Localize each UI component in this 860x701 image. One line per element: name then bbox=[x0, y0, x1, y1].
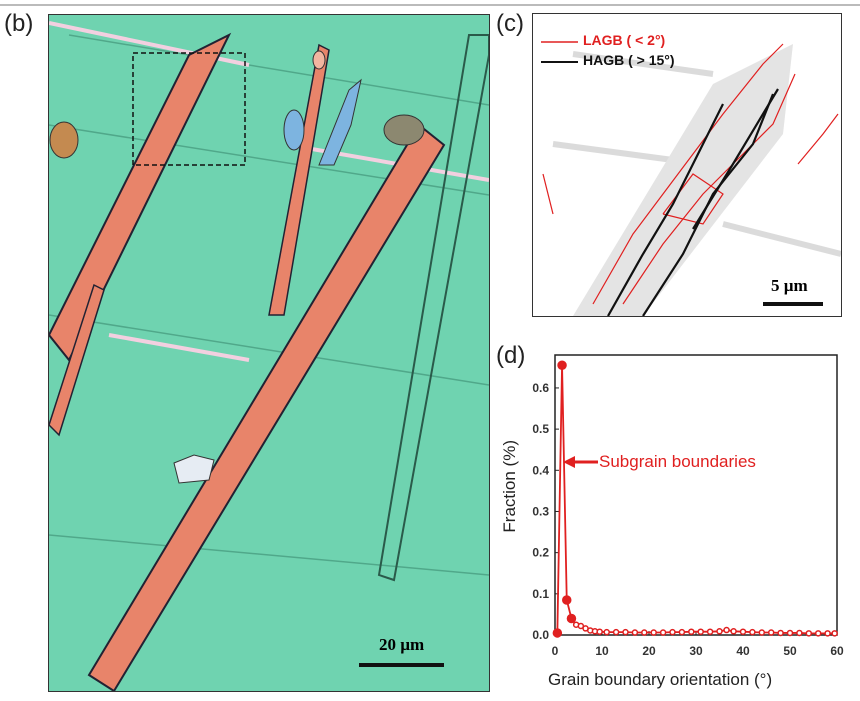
data-point bbox=[730, 628, 737, 635]
y-tick-label: 0.3 bbox=[532, 504, 549, 518]
x-tick-label: 20 bbox=[642, 644, 656, 658]
data-point bbox=[805, 630, 813, 637]
panel-b-label: (b) bbox=[4, 10, 34, 37]
scale-bar-c-label: 5 µm bbox=[771, 276, 808, 295]
data-point bbox=[641, 629, 648, 636]
x-tick-label: 30 bbox=[689, 644, 703, 658]
data-point bbox=[739, 628, 747, 635]
top-divider bbox=[0, 4, 860, 6]
chart-d: 0 10 20 30 40 50 60 0.0 0.1 0.2 0.3 0.4 0.5 0.6 bbox=[532, 354, 844, 658]
x-tick-label: 50 bbox=[783, 644, 797, 658]
data-point bbox=[612, 628, 620, 636]
y-axis-label: Fraction (%) bbox=[500, 440, 519, 533]
panel-c-label: (c) bbox=[496, 10, 524, 37]
data-point bbox=[659, 629, 667, 636]
data-point bbox=[767, 629, 775, 636]
y-tick-label: 0.6 bbox=[532, 381, 549, 395]
data-point bbox=[723, 626, 730, 634]
annotation-arrowhead bbox=[563, 456, 575, 469]
y-tick-label: 0.1 bbox=[532, 587, 549, 601]
data-point bbox=[758, 629, 766, 636]
data-point bbox=[688, 628, 695, 635]
data-point bbox=[557, 360, 567, 371]
panel-d-label: (d) bbox=[496, 342, 526, 369]
legend-lagb: LAGB ( < 2°) bbox=[583, 32, 666, 48]
scale-bar-b-label: 20 µm bbox=[379, 635, 425, 654]
y-tick-label: 0.0 bbox=[532, 628, 549, 642]
y-tick-label: 0.5 bbox=[532, 422, 549, 436]
data-point bbox=[669, 628, 676, 636]
x-axis-label: Grain boundary orientation (°) bbox=[548, 670, 773, 689]
data-point bbox=[796, 629, 803, 637]
micrograph-b: 20 µm bbox=[47, 14, 490, 693]
boundary-map-c: LAGB ( < 2°) HAGB ( > 15°) 5 µm bbox=[532, 13, 842, 317]
y-tick-label: 0.2 bbox=[532, 546, 549, 560]
data-point bbox=[777, 629, 784, 637]
y-tick-label: 0.4 bbox=[532, 463, 549, 477]
data-point bbox=[678, 628, 686, 636]
data-point bbox=[650, 629, 657, 636]
data-point bbox=[749, 628, 756, 636]
data-point bbox=[577, 622, 585, 630]
legend-hagb: HAGB ( > 15°) bbox=[583, 52, 675, 68]
annotation-label: Subgrain boundaries bbox=[599, 452, 756, 471]
data-point bbox=[716, 628, 723, 635]
x-tick-label: 60 bbox=[830, 644, 844, 658]
data-point bbox=[824, 630, 831, 637]
data-point bbox=[831, 630, 838, 637]
series-line bbox=[556, 365, 835, 635]
data-point bbox=[562, 595, 572, 605]
data-point bbox=[552, 628, 563, 638]
x-tick-label: 10 bbox=[595, 644, 609, 658]
x-tick-label: 40 bbox=[736, 644, 750, 658]
data-point bbox=[566, 613, 577, 624]
data-point bbox=[631, 629, 639, 636]
data-point bbox=[596, 628, 603, 635]
data-point bbox=[786, 629, 794, 637]
data-point bbox=[706, 628, 714, 635]
plot-frame bbox=[554, 354, 838, 636]
data-point bbox=[697, 628, 704, 635]
data-point bbox=[603, 628, 610, 636]
x-tick-label: 0 bbox=[552, 644, 559, 658]
data-point bbox=[622, 628, 629, 636]
data-point bbox=[814, 630, 822, 637]
